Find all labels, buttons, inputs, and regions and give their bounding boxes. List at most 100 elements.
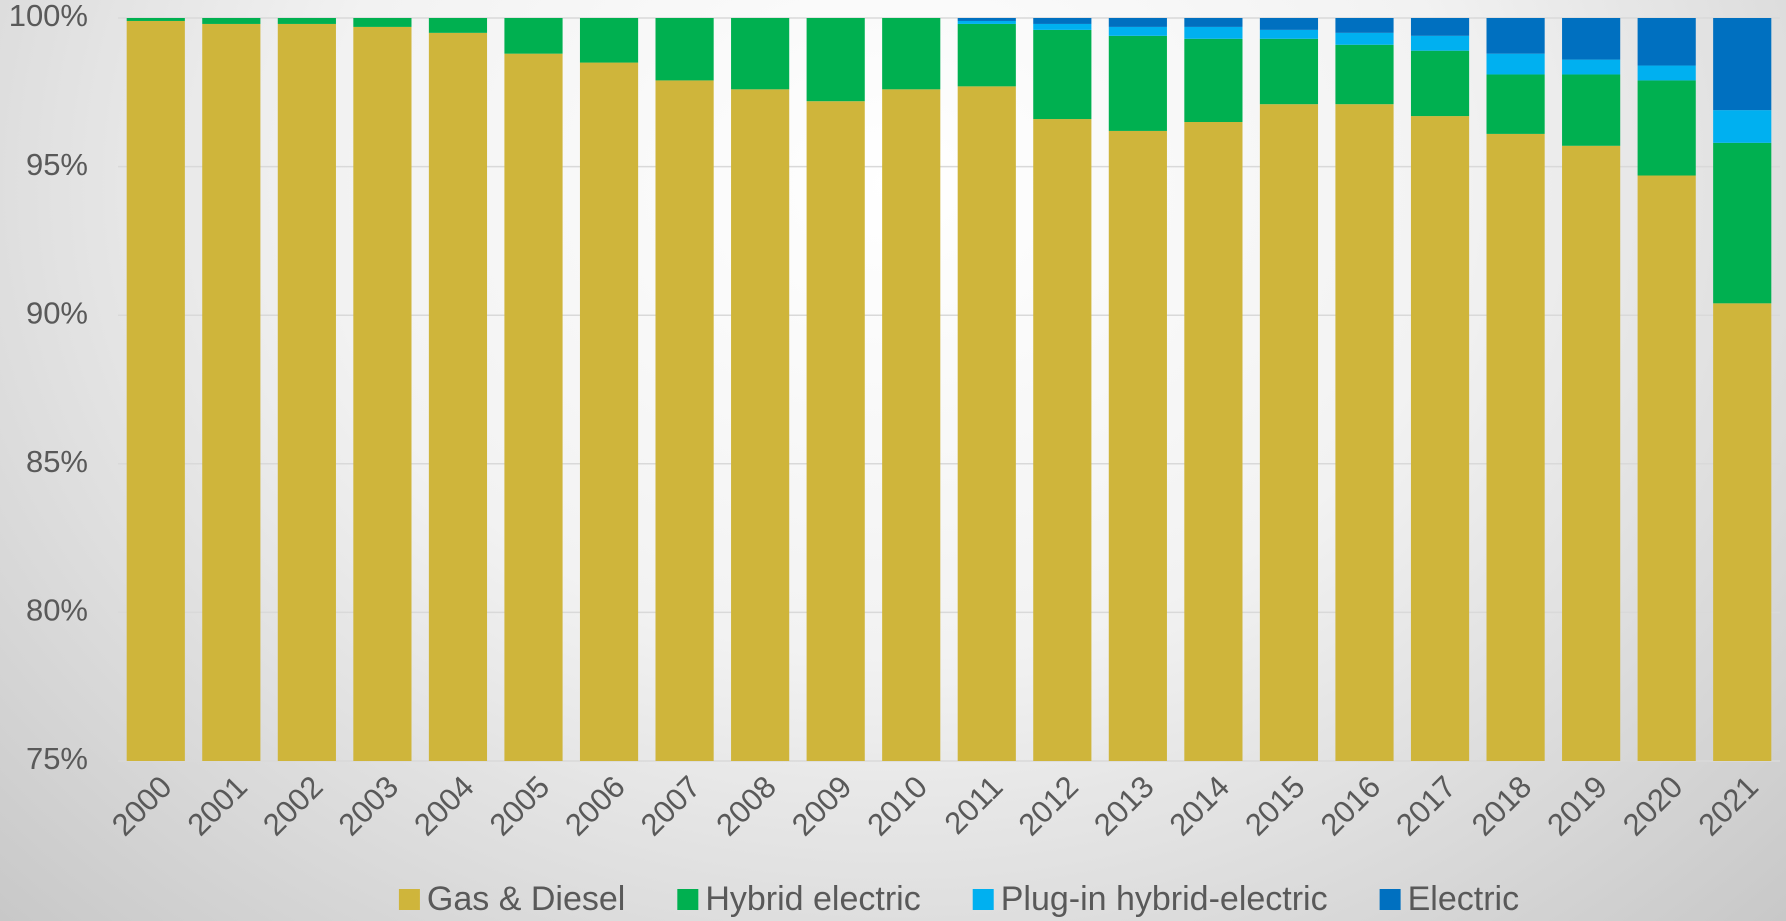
bar-segment [504, 53, 563, 761]
bar-segment [277, 18, 336, 24]
bar-segment [1259, 29, 1319, 39]
bar-segment [428, 32, 488, 762]
x-tick-label: 2015 [1238, 769, 1312, 843]
legend-swatch [972, 889, 994, 910]
y-tick-label: 80% [26, 593, 88, 628]
bar-segment [1562, 59, 1621, 75]
legend-label: Hybrid electric [705, 880, 920, 918]
bar-segment [1562, 74, 1621, 146]
x-tick-label: 2021 [1691, 769, 1765, 843]
bar-segment [353, 26, 412, 761]
bar-segment [1410, 18, 1470, 36]
x-tick-label: 2012 [1012, 769, 1086, 843]
x-tick-label: 2017 [1389, 769, 1463, 843]
bar-segment [1562, 18, 1621, 60]
bar-segment [1033, 23, 1092, 30]
bar-segment [806, 101, 865, 761]
legend-label: Plug-in hybrid-electric [1001, 880, 1328, 918]
bar-segment [428, 18, 488, 33]
legend-swatch [677, 889, 699, 910]
bar-segment [1335, 104, 1394, 762]
legend-label: Electric [1408, 880, 1519, 918]
x-tick-label: 2019 [1540, 769, 1614, 843]
x-tick-label: 2020 [1616, 769, 1690, 843]
y-tick-label: 85% [26, 444, 88, 479]
legend-swatch [398, 889, 420, 910]
x-tick-label: 2016 [1314, 769, 1388, 843]
bar-segment [202, 23, 261, 762]
bar-segment [1562, 145, 1621, 761]
legend: Gas & Diesel Hybrid electric Plug-in hybri… [398, 880, 1519, 918]
bar-segment [1410, 116, 1470, 762]
x-tick-label: 2000 [105, 769, 179, 843]
legend-swatch [1379, 889, 1401, 910]
y-tick-label: 75% [26, 741, 88, 776]
x-tick-label: 2009 [785, 769, 859, 843]
bar-segment [1108, 26, 1167, 36]
x-tick-label: 2007 [634, 769, 708, 843]
bar-segment [1108, 18, 1167, 27]
x-tick-label: 2004 [407, 769, 481, 843]
bar-segment [353, 18, 412, 27]
bar-segment [1184, 18, 1243, 27]
bar-segment [806, 18, 865, 102]
x-tick-label: 2003 [332, 769, 406, 843]
bar-segment [1335, 32, 1394, 45]
bar-segment [957, 20, 1016, 24]
y-tick-label: 90% [26, 295, 88, 330]
bar-segment [1259, 38, 1319, 105]
x-tick-label: 2010 [860, 769, 934, 843]
bar-segment [1410, 35, 1470, 51]
bar-segment [1713, 142, 1772, 304]
bar-segment [882, 89, 941, 761]
bar-segment [126, 20, 185, 762]
bar-segment [1486, 133, 1545, 761]
x-tick-label: 2002 [256, 769, 330, 843]
bar-segment [504, 18, 563, 54]
x-tick-label: 2018 [1465, 769, 1539, 843]
bar-segment [882, 18, 941, 90]
x-tick-label: 2014 [1163, 769, 1237, 843]
bar-segment [1486, 53, 1545, 75]
bar-segment [1713, 18, 1772, 111]
bar-segment [579, 18, 639, 63]
bar-segment [1184, 38, 1243, 123]
bar-segment [1259, 18, 1319, 30]
bar-segment [277, 23, 336, 762]
bar-segment [731, 89, 790, 761]
bar-segment [1486, 74, 1545, 134]
bar-segment [1259, 104, 1319, 762]
x-tick-label: 2006 [558, 769, 632, 843]
bar-segment [1108, 35, 1167, 131]
bar-segment [1033, 119, 1092, 762]
bar-segment [1335, 18, 1394, 33]
y-tick-label: 95% [26, 147, 88, 182]
bar-segment [1184, 122, 1243, 761]
bar-segment [655, 18, 714, 81]
bar-segment [126, 18, 185, 21]
bar-segment [1184, 26, 1243, 39]
x-tick-label: 2005 [483, 769, 557, 843]
x-tick-label: 2011 [938, 769, 1010, 841]
bar-segment [579, 62, 639, 761]
bar-segment [1335, 44, 1394, 105]
bar-segment [1637, 18, 1696, 66]
bar-segment [1637, 65, 1696, 81]
bar-segment [957, 18, 1016, 21]
x-tick-label: 2001 [181, 769, 255, 843]
bar-segment [202, 18, 261, 24]
bar-segment [1108, 130, 1167, 761]
bar-segment [1486, 18, 1545, 54]
bar-segment [1637, 175, 1696, 762]
bar-segment [731, 18, 790, 90]
legend-label: Gas & Diesel [427, 880, 625, 918]
bar-segment [1713, 110, 1772, 143]
x-tick-label: 2008 [709, 769, 783, 843]
y-tick-label: 100% [9, 0, 88, 33]
bar-segment [1033, 18, 1092, 24]
bar-segment [1713, 303, 1772, 761]
bar-segment [655, 80, 714, 762]
x-tick-label: 2013 [1087, 769, 1161, 843]
bar-segment [1033, 29, 1092, 120]
